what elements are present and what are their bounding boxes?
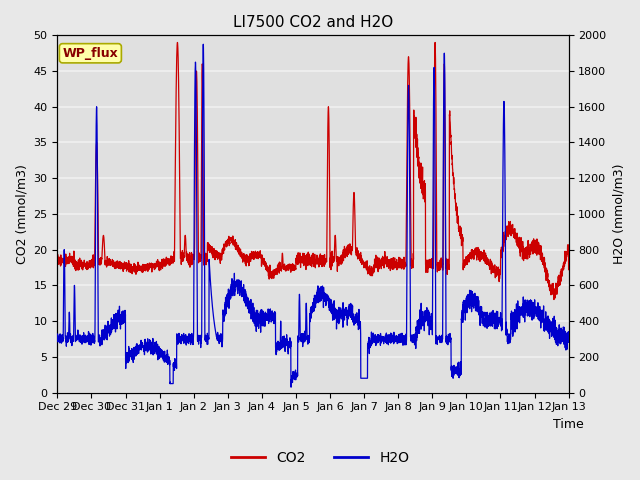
Text: WP_flux: WP_flux [63,47,118,60]
Y-axis label: CO2 (mmol/m3): CO2 (mmol/m3) [15,164,28,264]
X-axis label: Time: Time [553,418,584,431]
Y-axis label: H2O (mmol/m3): H2O (mmol/m3) [612,164,625,264]
Legend: CO2, H2O: CO2, H2O [225,445,415,471]
Title: LI7500 CO2 and H2O: LI7500 CO2 and H2O [233,15,393,30]
